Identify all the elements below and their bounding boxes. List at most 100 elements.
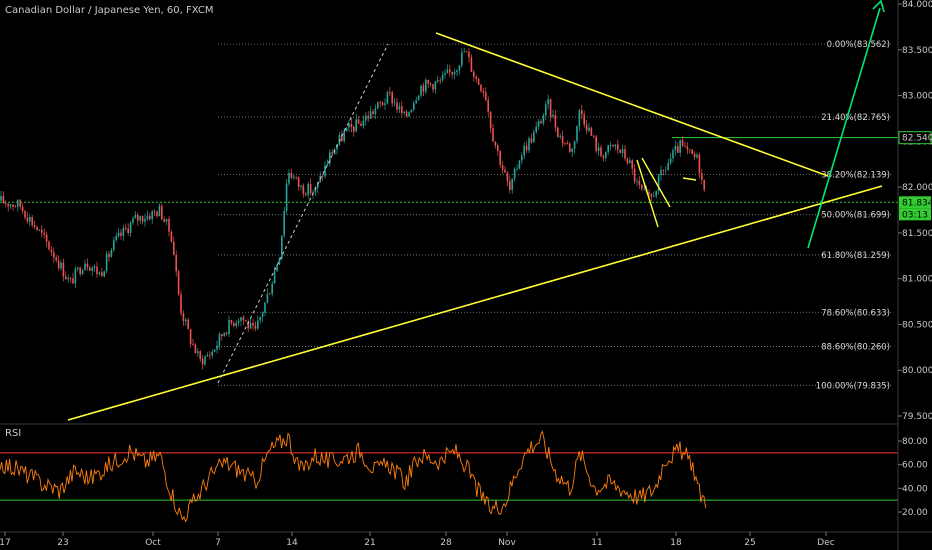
candle-body: [252, 322, 254, 326]
time-tick-label: 23: [57, 538, 68, 548]
candle-body: [638, 180, 641, 185]
candle-body: [672, 150, 674, 159]
candle-body: [14, 206, 17, 208]
candle-body: [65, 276, 67, 280]
candle-body: [547, 99, 549, 105]
candle-body: [331, 152, 333, 155]
candle-body: [12, 204, 14, 207]
fib-level-label: 100.00%(79.835): [816, 381, 890, 391]
flag-line-left[interactable]: [636, 159, 659, 228]
candle-body: [223, 333, 225, 337]
flag-line-right[interactable]: [641, 157, 671, 208]
price-badge-text: 81.834: [902, 198, 932, 208]
candle-body: [677, 146, 679, 153]
candle-body: [38, 229, 41, 231]
candle-body: [686, 146, 689, 150]
candle-body: [372, 111, 374, 114]
price-tick-label: 83.500: [902, 46, 932, 56]
candle-body: [53, 252, 55, 258]
candle-body: [57, 260, 60, 269]
candle-body: [662, 170, 665, 171]
candle-body: [72, 278, 74, 284]
time-tick-label: Oct: [145, 538, 161, 548]
candle-body: [201, 358, 204, 365]
candle-body: [216, 345, 218, 350]
time-axis[interactable]: 17 23 Oct 7 14 21 28 Nov 11 18 25 Dec: [0, 531, 932, 548]
candle-body: [158, 205, 161, 217]
rsi-line: [0, 430, 707, 523]
candle-body: [360, 123, 362, 126]
candle-body: [585, 124, 588, 131]
fib-level-label: 78.60%(80.633): [821, 308, 890, 318]
candle-body: [367, 115, 369, 119]
candle-body: [530, 138, 533, 143]
candle-body: [153, 211, 156, 212]
drawing-overlays[interactable]: [67, 0, 885, 421]
candle-body: [86, 263, 89, 268]
candle-body: [156, 211, 158, 217]
candle-body: [386, 92, 389, 104]
candle-body: [120, 232, 122, 236]
candle-body: [600, 147, 602, 157]
candle-body: [653, 196, 655, 197]
candle-body: [482, 91, 485, 93]
candle-body: [549, 99, 552, 117]
fib-level-label: 21.40%(82.765): [821, 113, 890, 123]
candle-body: [521, 155, 523, 161]
candle-body: [684, 145, 686, 147]
price-badge-box: [899, 208, 931, 221]
candle-body: [451, 71, 453, 75]
projection-arrow-line[interactable]: [807, 7, 881, 249]
candle-body: [504, 169, 506, 173]
candle-body: [396, 102, 398, 110]
candle-body: [93, 266, 96, 268]
candle-body: [602, 156, 605, 159]
candle-body: [185, 319, 187, 322]
candle-body: [7, 203, 9, 207]
candle-body: [103, 271, 105, 277]
candle-body: [458, 65, 461, 71]
candle-body: [607, 145, 609, 152]
candle-body: [50, 249, 53, 253]
candle-body: [189, 329, 192, 344]
candle-body: [350, 123, 353, 127]
price-badge-box: [898, 131, 932, 145]
candle-body: [578, 110, 581, 127]
candle-body: [48, 241, 50, 250]
candle-body: [701, 173, 703, 180]
candle-body: [537, 121, 540, 127]
candle-body: [473, 71, 475, 78]
fib-level-label: 88.60%(80.260): [821, 342, 890, 352]
candle-body: [369, 111, 372, 119]
candle-body: [151, 211, 153, 220]
candle-body: [55, 257, 57, 261]
candle-body: [377, 102, 379, 109]
ascending-trendline[interactable]: [67, 185, 883, 421]
candle-body: [329, 152, 331, 164]
candle-body: [161, 205, 163, 220]
price-pane[interactable]: 0.00%(83.562) 21.40%(82.765) 38.20%(82.139…: [0, 40, 898, 391]
candle-body: [535, 126, 537, 133]
candle-body: [444, 73, 446, 75]
candle-body: [583, 114, 585, 125]
candle-body: [173, 241, 175, 255]
small-trendline[interactable]: [682, 177, 697, 181]
price-tick-label: 82.000: [902, 183, 932, 193]
candle-body: [612, 144, 614, 147]
candle-body: [429, 83, 432, 85]
candle-body: [593, 135, 595, 137]
candle-body: [209, 355, 211, 357]
candle-body: [259, 316, 261, 321]
candle-body: [554, 114, 557, 128]
fib-level-label: 50.00%(81.699): [821, 211, 890, 221]
rsi-pane[interactable]: [0, 430, 898, 523]
candle-body: [597, 147, 600, 151]
candle-body: [660, 170, 662, 176]
candle-body: [269, 293, 271, 295]
candle-body: [641, 184, 643, 189]
candle-body: [74, 268, 77, 284]
descending-trendline[interactable]: [435, 32, 829, 177]
candle-body: [624, 149, 626, 159]
candle-body: [288, 172, 290, 184]
